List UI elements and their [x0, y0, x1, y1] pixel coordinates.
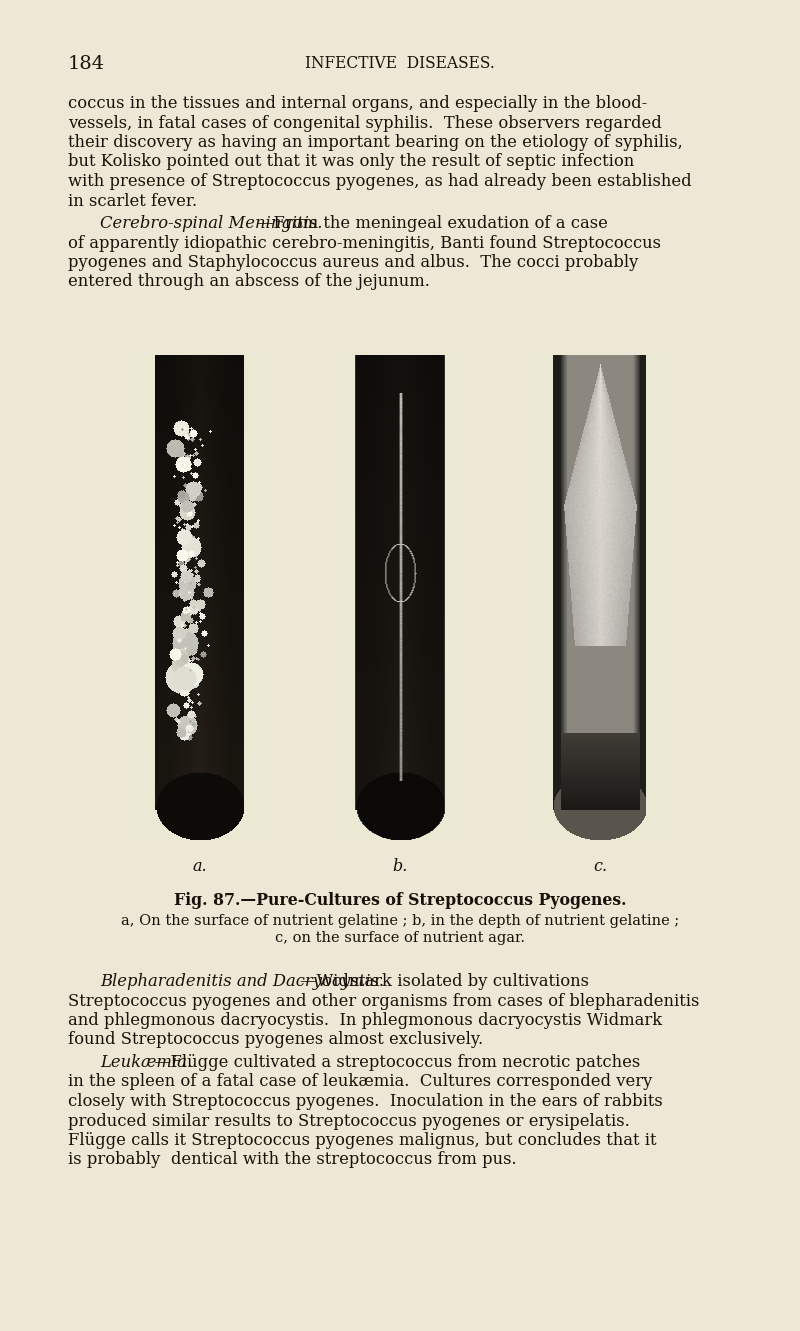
Text: Leukæmia.: Leukæmia. [100, 1054, 192, 1071]
Text: entered through an abscess of the jejunum.: entered through an abscess of the jejunu… [68, 273, 430, 290]
Text: 184: 184 [68, 55, 105, 73]
Text: pyogenes and Staphylococcus aureus and albus.  The cocci probably: pyogenes and Staphylococcus aureus and a… [68, 254, 638, 272]
Text: —Flügge cultivated a streptococcus from necrotic patches: —Flügge cultivated a streptococcus from … [154, 1054, 641, 1071]
Text: in the spleen of a fatal case of leukæmia.  Cultures corresponded very: in the spleen of a fatal case of leukæmi… [68, 1074, 652, 1090]
Text: —Widmark isolated by cultivations: —Widmark isolated by cultivations [300, 973, 589, 990]
Text: of apparently idiopathic cerebro-meningitis, Banti found Streptococcus: of apparently idiopathic cerebro-meningi… [68, 234, 661, 252]
Text: a.: a. [193, 858, 207, 874]
Text: closely with Streptococcus pyogenes.  Inoculation in the ears of rabbits: closely with Streptococcus pyogenes. Ino… [68, 1093, 662, 1110]
Text: in scarlet fever.: in scarlet fever. [68, 193, 197, 209]
Text: Streptococcus pyogenes and other organisms from cases of blepharadenitis: Streptococcus pyogenes and other organis… [68, 993, 699, 1009]
Text: is probably  dentical with the streptococcus from pus.: is probably dentical with the streptococ… [68, 1151, 517, 1169]
Text: but Kolisko pointed out that it was only the result of septic infection: but Kolisko pointed out that it was only… [68, 153, 634, 170]
Text: Flügge calls it Streptococcus pyogenes malignus, but concludes that it: Flügge calls it Streptococcus pyogenes m… [68, 1131, 657, 1149]
Text: c, on the surface of nutrient agar.: c, on the surface of nutrient agar. [275, 930, 525, 945]
Text: with presence of Streptococcus pyogenes, as had already been established: with presence of Streptococcus pyogenes,… [68, 173, 692, 190]
Text: b.: b. [392, 858, 408, 874]
Text: Fig. 87.—Pure-Cultures of Streptococcus Pyogenes.: Fig. 87.—Pure-Cultures of Streptococcus … [174, 892, 626, 909]
Text: Cerebro-spinal Meningitis.: Cerebro-spinal Meningitis. [100, 216, 322, 232]
Text: Blepharadenitis and Dacryocystis.: Blepharadenitis and Dacryocystis. [100, 973, 384, 990]
Text: coccus in the tissues and internal organs, and especially in the blood-: coccus in the tissues and internal organ… [68, 95, 647, 112]
Text: INFECTIVE  DISEASES.: INFECTIVE DISEASES. [305, 55, 495, 72]
Text: vessels, in fatal cases of congenital syphilis.  These observers regarded: vessels, in fatal cases of congenital sy… [68, 114, 662, 132]
Text: —From the meningeal exudation of a case: —From the meningeal exudation of a case [258, 216, 608, 232]
Text: c.: c. [593, 858, 607, 874]
Text: a, On the surface of nutrient gelatine ; b, in the depth of nutrient gelatine ;: a, On the surface of nutrient gelatine ;… [121, 914, 679, 928]
Text: and phlegmonous dacryocystis.  In phlegmonous dacryocystis Widmark: and phlegmonous dacryocystis. In phlegmo… [68, 1012, 662, 1029]
Text: found Streptococcus pyogenes almost exclusively.: found Streptococcus pyogenes almost excl… [68, 1032, 483, 1049]
Text: produced similar results to Streptococcus pyogenes or erysipelatis.: produced similar results to Streptococcu… [68, 1113, 630, 1130]
Text: their discovery as having an important bearing on the etiology of syphilis,: their discovery as having an important b… [68, 134, 682, 150]
